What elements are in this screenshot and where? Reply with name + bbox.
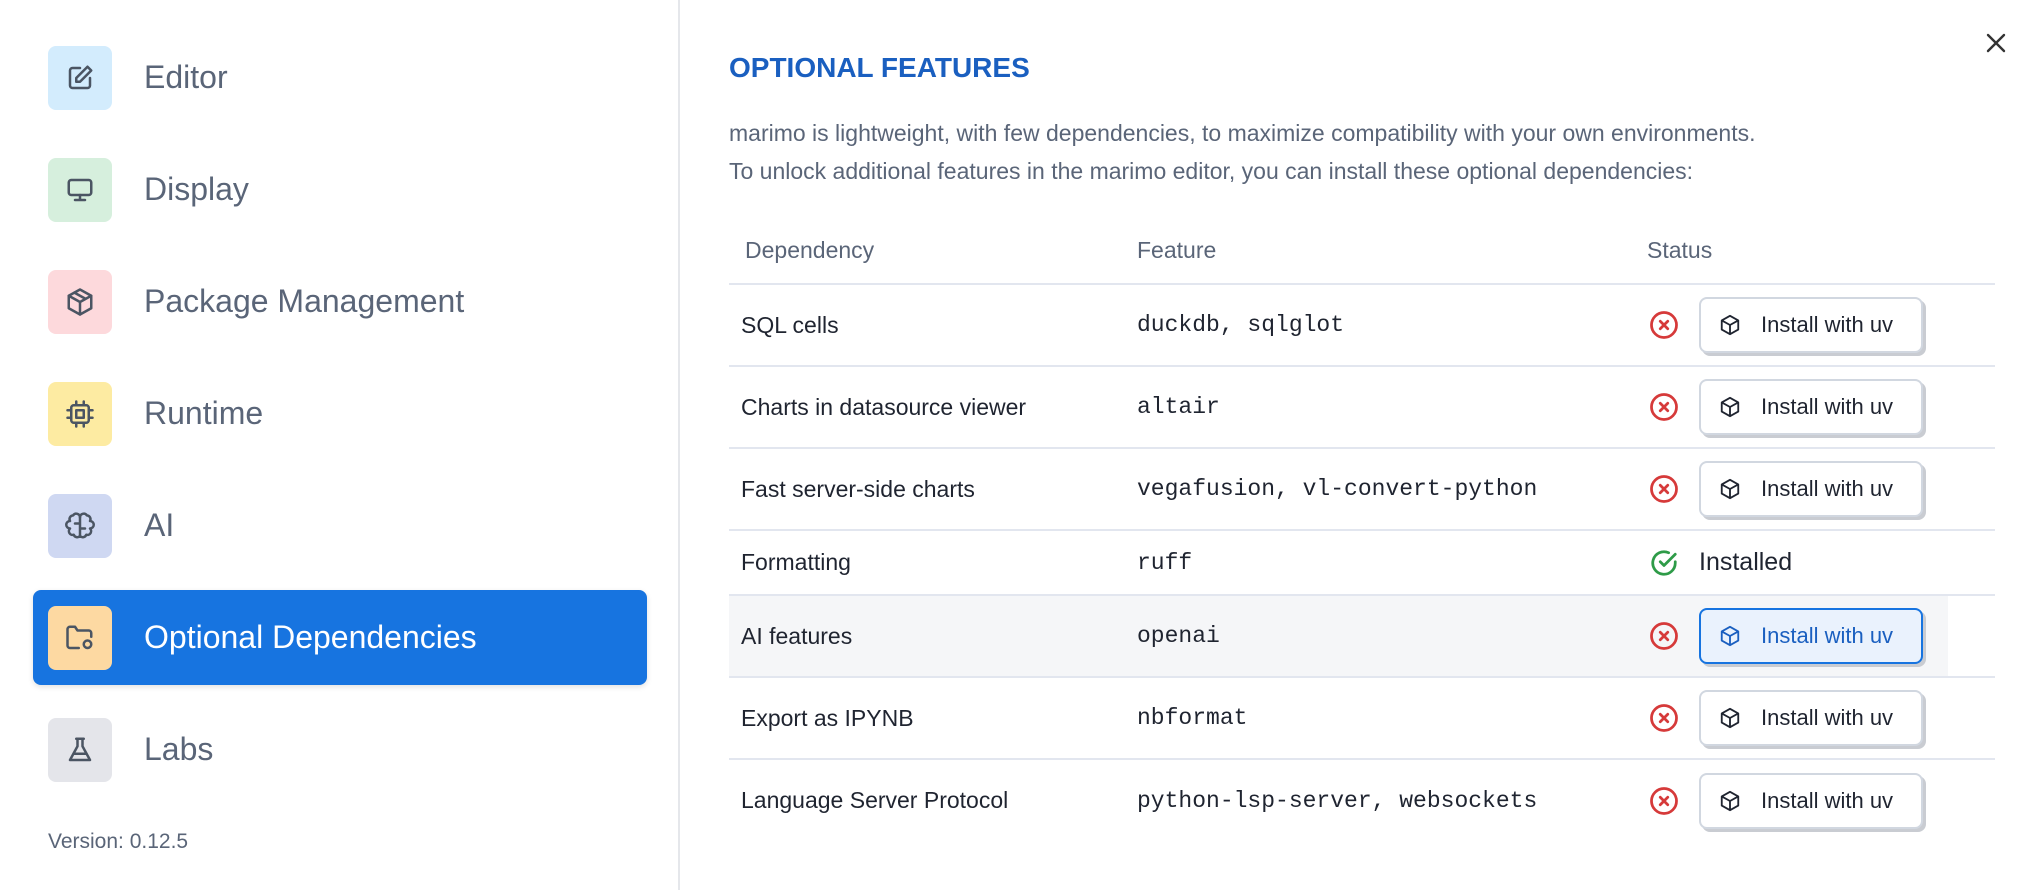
install-button-label: Install with uv: [1761, 623, 1894, 648]
table-row: SQL cells duckdb, sqlglot Install with uv: [729, 283, 1995, 366]
table-row: Export as IPYNB nbformat Install with uv: [729, 676, 1995, 759]
close-icon[interactable]: [1983, 30, 2009, 56]
feature-cell: openai: [1121, 594, 1631, 677]
dependency-cell: Language Server Protocol: [729, 758, 1121, 841]
edit-icon: [48, 45, 112, 110]
package-icon: [1720, 790, 1740, 811]
description-line: marimo is lightweight, with few dependen…: [729, 120, 1756, 146]
brain-icon: [48, 493, 112, 558]
description: marimo is lightweight, with few dependen…: [729, 114, 1756, 190]
package-icon: [48, 269, 112, 334]
install-button-label: Install with uv: [1761, 476, 1894, 501]
dependencies-table: Dependency Feature Status SQL cells duckd…: [729, 218, 1995, 841]
dependency-cell: Fast server-side charts: [729, 447, 1121, 530]
sidebar-item-editor[interactable]: Editor: [33, 30, 647, 125]
sidebar-item-label: Package Management: [144, 283, 465, 319]
sidebar-item-runtime[interactable]: Runtime: [33, 366, 647, 461]
install-with-uv-button[interactable]: Install with uv: [1699, 379, 1923, 435]
table-row: Fast server-side charts vegafusion, vl-co…: [729, 447, 1995, 530]
sidebar-item-package-management[interactable]: Package Management: [33, 254, 647, 349]
status-cell: Install with uv: [1631, 447, 1995, 530]
cpu-icon: [48, 381, 112, 446]
feature-cell: vegafusion, vl-convert-python: [1121, 447, 1631, 530]
install-with-uv-button[interactable]: Install with uv: [1699, 772, 1923, 829]
install-with-uv-button[interactable]: Install with uv: [1699, 608, 1923, 664]
sidebar-item-label: Editor: [144, 59, 228, 95]
sidebar-item-ai[interactable]: AI: [33, 478, 647, 573]
column-header-feature: Feature: [1137, 237, 1217, 263]
install-button-label: Install with uv: [1761, 787, 1894, 813]
status-cell: Install with uv: [1631, 676, 1995, 759]
table-header: Dependency Feature Status: [729, 218, 1995, 284]
description-line: To unlock additional features in the mar…: [729, 158, 1694, 184]
sidebar-item-label: Display: [144, 171, 249, 207]
monitor-icon: [48, 157, 112, 222]
install-button-label: Install with uv: [1761, 394, 1894, 419]
status-cell: Install with uv: [1631, 594, 1995, 677]
package-icon: [1720, 707, 1740, 729]
sidebar-item-label: Optional Dependencies: [144, 619, 477, 655]
package-icon: [1720, 625, 1740, 647]
status-cell: Installed: [1631, 529, 1995, 595]
install-button-label: Install with uv: [1761, 312, 1894, 337]
flask-icon: [48, 717, 112, 782]
x-circle-icon: [1649, 621, 1679, 651]
sidebar-item-display[interactable]: Display: [33, 142, 647, 237]
feature-cell: ruff: [1121, 529, 1631, 595]
sidebar-item-optional-dependencies[interactable]: Optional Dependencies: [33, 590, 647, 685]
status-cell: Install with uv: [1631, 283, 1995, 366]
dependency-cell: Charts in datasource viewer: [729, 365, 1121, 448]
installed-label: Installed: [1699, 548, 1793, 576]
x-circle-icon: [1649, 310, 1679, 340]
table-row: Formatting ruff Installed: [729, 529, 1995, 595]
dependency-cell: AI features: [729, 594, 1121, 677]
package-icon: [1720, 396, 1740, 418]
table-row: Charts in datasource viewer altair Install…: [729, 365, 1995, 448]
sidebar-item-label: Labs: [144, 731, 214, 767]
column-header-status: Status: [1647, 237, 1713, 263]
sidebar-item-label: AI: [144, 507, 175, 543]
x-circle-icon: [1649, 392, 1679, 422]
version-label: Version: 0.12.5: [48, 830, 189, 853]
page-title: OPTIONAL FEATURES: [729, 52, 1030, 83]
install-with-uv-button[interactable]: Install with uv: [1699, 461, 1923, 517]
settings-sidebar: Editor Display Package Management Runtime AI…: [0, 0, 680, 890]
install-button-label: Install with uv: [1761, 705, 1894, 730]
x-circle-icon: [1649, 703, 1679, 733]
feature-cell: nbformat: [1121, 676, 1631, 759]
check-circle-icon: [1649, 548, 1679, 578]
folder-cog-icon: [48, 605, 112, 670]
package-icon: [1720, 478, 1740, 500]
status-cell: Install with uv: [1631, 365, 1995, 448]
sidebar-item-label: Runtime: [144, 395, 264, 431]
feature-cell: python-lsp-server, websockets: [1121, 758, 1631, 841]
dependency-cell: Formatting: [729, 529, 1121, 595]
dependency-cell: SQL cells: [729, 283, 1121, 366]
package-icon: [1720, 314, 1740, 336]
status-cell: Install with uv: [1631, 758, 1995, 841]
x-circle-icon: [1649, 786, 1679, 816]
sidebar-item-labs[interactable]: Labs: [33, 702, 647, 797]
feature-cell: duckdb, sqlglot: [1121, 283, 1631, 366]
feature-cell: altair: [1121, 365, 1631, 448]
install-with-uv-button[interactable]: Install with uv: [1699, 690, 1923, 746]
install-with-uv-button[interactable]: Install with uv: [1699, 297, 1923, 353]
table-row: AI features openai Install with uv: [729, 594, 1995, 677]
column-header-dependency: Dependency: [745, 237, 875, 263]
table-row: Language Server Protocol python-lsp-serve…: [729, 758, 1995, 841]
x-circle-icon: [1649, 474, 1679, 504]
dependency-cell: Export as IPYNB: [729, 676, 1121, 759]
